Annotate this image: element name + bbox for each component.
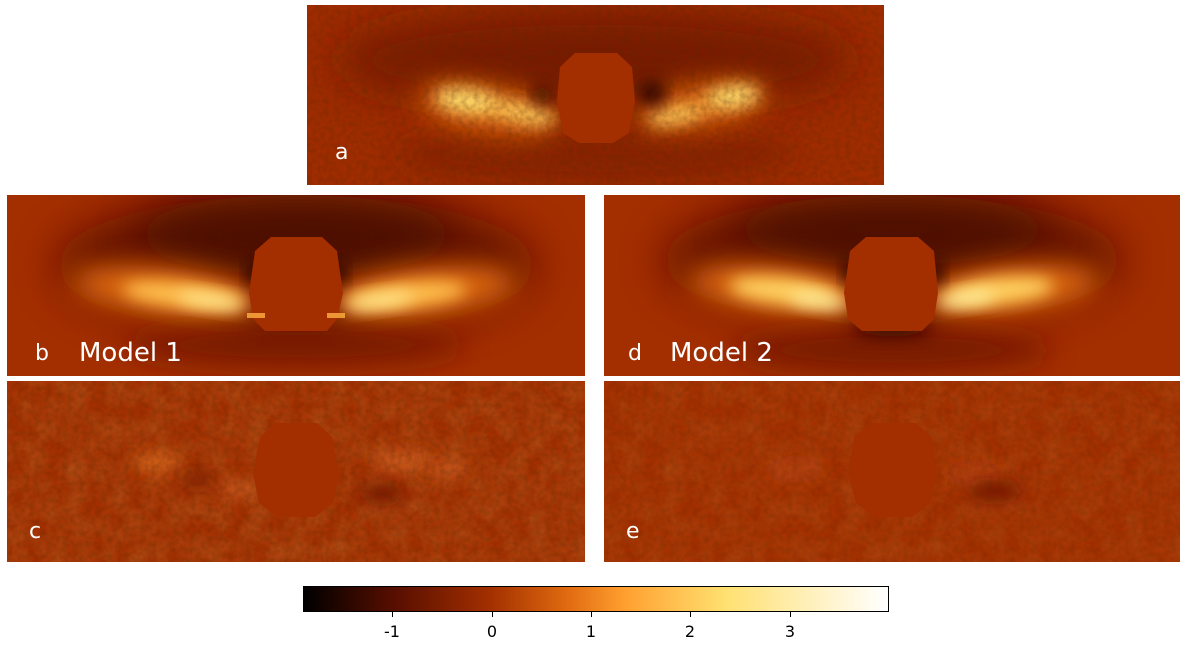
colorbar-tick-label: 2 [684,622,696,641]
panel-c-residual-1: c [7,381,585,562]
panel-c-label: c [29,519,42,544]
panel-d-model-title: Model 2 [670,338,773,368]
panel-b-label: b [35,341,49,366]
panel-d-model-2: d Model 2 [604,195,1180,376]
panel-d-image [604,195,1180,376]
colorbar-tick [392,612,393,617]
colorbar-tick-label: 0 [486,622,498,641]
panel-e-image [604,381,1180,562]
colorbar-tick [591,612,592,617]
colorbar-tick [790,612,791,617]
colorbar-tick [690,612,691,617]
panel-a-image [307,5,884,185]
panel-a-observed: a [307,5,884,185]
colorbar-tick-label: 3 [784,622,796,641]
colorbar [303,586,889,612]
colorbar-tick-label: -1 [384,622,400,641]
panel-a-label: a [335,140,349,165]
panel-b-model-title: Model 1 [79,338,182,368]
colorbar-tick [492,612,493,617]
panel-c-image [7,381,585,562]
panel-e-residual-2: e [604,381,1180,562]
panel-b-model-1: b Model 1 [7,195,585,376]
panel-d-label: d [628,341,642,366]
panel-b-image [7,195,585,376]
colorbar-gradient [304,587,888,611]
panel-e-label: e [626,519,640,544]
colorbar-tick-label: 1 [585,622,597,641]
